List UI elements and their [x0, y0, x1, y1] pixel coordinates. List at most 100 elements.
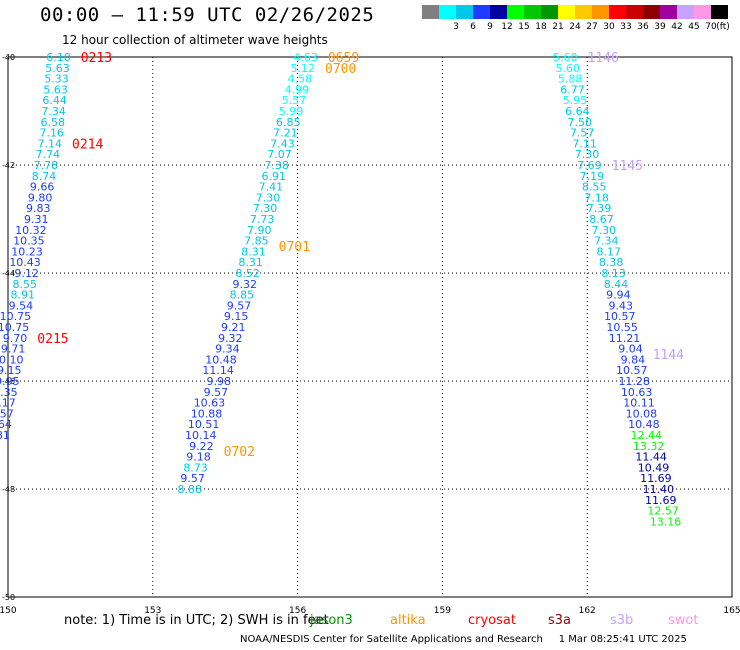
- wave-height-value: 9.98: [206, 375, 231, 388]
- wave-height-value: 5.12: [290, 62, 315, 75]
- wave-height-value: 7.11: [572, 137, 597, 150]
- wave-height-value: 10.55: [606, 321, 638, 334]
- lat-tick-label: -42: [2, 161, 15, 170]
- legend-label: 39: [654, 22, 666, 32]
- wave-height-value: 8.17: [596, 245, 621, 258]
- wave-height-value: 5.63: [45, 62, 70, 75]
- legend-swatch: [507, 5, 524, 19]
- wave-height-value: 9.43: [609, 299, 634, 312]
- satellite-label-s3a: s3a: [548, 613, 572, 628]
- wave-height-value: 12.44: [631, 429, 663, 442]
- wave-height-value: 7.73: [250, 213, 275, 226]
- wave-height-value: 5.99: [279, 105, 304, 118]
- wave-height-value: 9.15: [0, 364, 22, 377]
- legend-label: 27: [586, 22, 598, 32]
- satellite-label-jason3: jason3: [310, 613, 353, 628]
- wave-height-value: 8.52: [235, 267, 260, 280]
- note-text: note: 1) Time is in UTC; 2) SWH is in fe…: [64, 613, 329, 628]
- wave-height-value: 10.48: [205, 353, 237, 366]
- wave-height-value: 6.44: [42, 94, 67, 107]
- wave-height-value: 7.41: [259, 181, 284, 194]
- satellite-label-altika: altika: [390, 613, 426, 628]
- wave-height-value: 9.31: [24, 213, 49, 226]
- wave-height-value: 5.60: [553, 51, 578, 64]
- wave-height-value: 7.50: [568, 116, 593, 129]
- wave-height-value: 9.18: [186, 451, 211, 464]
- lon-tick-label: 153: [144, 606, 161, 616]
- wave-height-value: 7.18: [584, 191, 609, 204]
- satellite-label-cryosat: cryosat: [468, 613, 516, 628]
- pass-time-label: 1145: [612, 159, 643, 174]
- wave-height-value: 8.55: [12, 278, 37, 291]
- legend-swatch: [558, 5, 575, 19]
- wave-height-value: 9.04: [618, 343, 643, 356]
- legend-swatch: [592, 5, 609, 19]
- wave-height-value: 5.88: [558, 73, 583, 86]
- wave-height-value: 10.88: [191, 407, 223, 420]
- legend-swatch: [626, 5, 643, 19]
- wave-height-value: 4.63: [293, 51, 318, 64]
- wave-height-value: 11.69: [640, 472, 672, 485]
- wave-height-value: 8.73: [183, 461, 208, 474]
- wave-height-value: 7.78: [34, 159, 59, 172]
- lat-tick-label: -44: [2, 269, 15, 278]
- wave-height-value: 6.64: [565, 105, 590, 118]
- legend-swatch: [643, 5, 660, 19]
- wave-height-value: 6.77: [560, 83, 585, 96]
- wave-height-value: 8.88: [178, 483, 203, 496]
- wave-height-value: 7.69: [577, 159, 602, 172]
- wave-height-value: 9.94: [606, 289, 631, 302]
- satellite-label-swot: swot: [668, 613, 699, 628]
- wave-height-value: 7.34: [41, 105, 66, 118]
- wave-height-value: 5.33: [44, 73, 69, 86]
- wave-height-value: 10.63: [621, 386, 653, 399]
- wave-height-value: 10.48: [628, 418, 660, 431]
- wave-height-value: 6.85: [276, 116, 301, 129]
- legend-swatch: [473, 5, 490, 19]
- legend-swatch: [422, 5, 439, 19]
- wave-height-value: 8.74: [32, 170, 57, 183]
- legend-label: 30: [603, 22, 615, 32]
- wave-height-value: 9.84: [621, 353, 646, 366]
- legend-label: 42: [671, 22, 683, 32]
- wave-height-value: 13.16: [650, 515, 682, 528]
- lat-tick-label: -46: [2, 377, 15, 386]
- wave-height-value: 7.39: [587, 202, 612, 215]
- wave-height-value: 8.91: [11, 289, 36, 302]
- wave-height-value: 10.75: [0, 321, 29, 334]
- wave-height-value: 9.34: [215, 343, 240, 356]
- wave-height-value: 7.30: [575, 148, 600, 161]
- wave-height-value: 9.57: [227, 299, 252, 312]
- pass-time-label: 1144: [653, 348, 684, 363]
- wave-height-value: 7.19: [580, 170, 605, 183]
- wave-height-value: 8.38: [599, 256, 624, 269]
- wave-height-value: 9.17: [0, 397, 16, 410]
- wave-height-value: 7.90: [247, 224, 272, 237]
- wave-height-value: 10.35: [13, 235, 45, 248]
- wave-height-value: 13.32: [633, 440, 665, 453]
- pass-time-label: 0659: [328, 51, 359, 66]
- wave-height-value: 9.66: [30, 181, 55, 194]
- legend-label: 15: [518, 22, 530, 32]
- legend-label: 45: [688, 22, 700, 32]
- wave-height-value: 7.34: [594, 235, 619, 248]
- wave-height-value: 9.57: [180, 472, 205, 485]
- legend-label: 12: [501, 22, 513, 32]
- wave-height-value: 9.81: [0, 429, 10, 442]
- pass-time-label: 1146: [588, 51, 619, 66]
- wave-height-value: 10.35: [0, 386, 18, 399]
- legend-swatch: [456, 5, 473, 19]
- legend-swatch: [660, 5, 677, 19]
- pass-time-label: 0215: [37, 332, 68, 347]
- legend-swatch: [541, 5, 558, 19]
- wave-height-value: 10.57: [604, 310, 636, 323]
- wave-height-value: 9.70: [3, 332, 28, 345]
- wave-height-value: 9.15: [224, 310, 249, 323]
- lat-tick-label: -50: [2, 593, 15, 602]
- legend-label: 18: [535, 22, 547, 32]
- wave-height-value: 7.21: [273, 127, 298, 140]
- pass-time-label: 0702: [224, 445, 255, 460]
- pass-time-label: 0700: [325, 62, 356, 77]
- pass-time-label: 0701: [279, 240, 310, 255]
